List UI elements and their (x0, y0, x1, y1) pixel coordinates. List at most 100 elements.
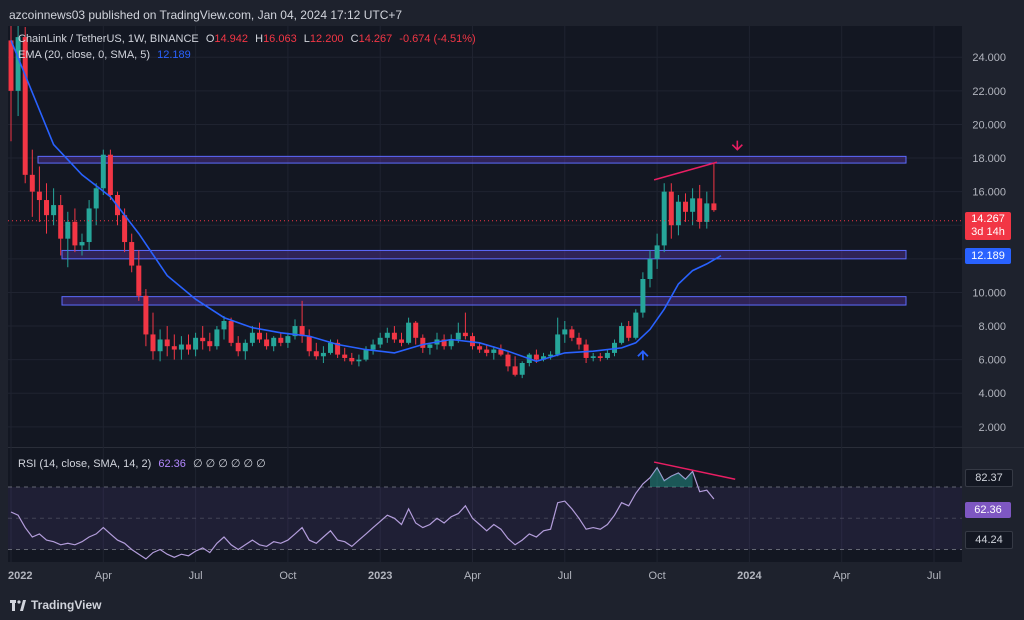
candle-body (157, 339, 163, 352)
candle-body (491, 349, 497, 353)
open-label: O (205, 33, 215, 45)
candle-body (441, 339, 447, 347)
support-resistance-zones (37, 155, 907, 306)
candle-body (690, 198, 696, 212)
rsi-extra-values: ∅ ∅ ∅ ∅ ∅ ∅ (192, 458, 266, 470)
candle-body (171, 346, 177, 350)
rsi-low-tag: 44.24 (965, 531, 1013, 549)
rsi-legend[interactable]: RSI (14, close, SMA, 14, 2) 62.36 ∅ ∅ ∅ … (18, 457, 266, 470)
candle-body (221, 321, 227, 330)
x-tick-label: Apr (464, 570, 481, 582)
rsi-overbought-fill (650, 467, 693, 488)
candle-body (377, 337, 383, 345)
candle-body (36, 191, 42, 201)
x-tick-label: 2023 (368, 570, 392, 582)
x-tick-label: Apr (95, 570, 112, 582)
down-arrow-icon (731, 140, 743, 151)
candle-body (228, 321, 234, 343)
candle-body (278, 337, 284, 343)
candle-body (498, 349, 504, 355)
low-value: 12.200 (309, 33, 344, 45)
candle-body (619, 326, 625, 343)
x-tick-label: 2024 (737, 570, 762, 582)
candle-body (647, 258, 653, 279)
candle-body (448, 339, 454, 347)
close-label: C (350, 33, 359, 45)
rsi-high-tag: 82.37 (965, 469, 1013, 487)
footer-bar: TradingView (0, 590, 1024, 620)
candle-body (143, 295, 149, 335)
candle-body (342, 354, 348, 358)
x-tick-label: Jul (558, 570, 572, 582)
candle-body (51, 205, 57, 216)
candle-body (661, 191, 667, 246)
candle-body (555, 334, 561, 355)
candle-body (349, 357, 355, 362)
candle-body (683, 201, 688, 212)
y-tick-label: 6.000 (978, 355, 1006, 367)
candle-body (22, 37, 28, 175)
candle-body (590, 356, 596, 358)
ema-line (10, 40, 722, 363)
candle-series (8, 26, 962, 379)
candle-body (370, 344, 376, 350)
candle-body (384, 332, 390, 338)
candle-body (576, 337, 582, 345)
y-tick-label: 22.000 (972, 86, 1006, 98)
rsi-low-value: 44.24 (975, 534, 1003, 546)
zone-3 (61, 296, 907, 306)
candle-body (271, 337, 277, 347)
x-tick-label: Oct (649, 570, 666, 582)
candle-body (178, 344, 184, 350)
y-tick-label: 2.000 (978, 422, 1006, 434)
rsi-line (10, 466, 715, 560)
symbol-legend[interactable]: ChainLink / TetherUS, 1W, BINANCE O14.94… (18, 33, 476, 45)
candle-body (235, 342, 241, 352)
candle-body (626, 326, 632, 338)
ema-label: EMA (20, close, 0, SMA, 5) (18, 49, 151, 61)
candle-body (285, 336, 291, 343)
candle-body (100, 154, 106, 189)
bearish-trendline-rsi (653, 461, 736, 480)
candle-body (356, 359, 362, 362)
zone-2 (61, 249, 907, 260)
candle-body (391, 332, 397, 340)
candle-body (399, 339, 404, 343)
candle-body (335, 342, 341, 355)
candle-body (612, 342, 617, 353)
candle-body (79, 242, 85, 246)
grid-lines (8, 26, 1024, 562)
candle-body (406, 322, 412, 343)
candle-body (65, 221, 71, 239)
price-axis: 2.0004.0006.0008.00010.00012.00014.00016… (972, 52, 1006, 434)
candle-body (420, 337, 426, 348)
candle-body (29, 174, 35, 192)
chart-canvas[interactable]: 2.0004.0006.0008.00010.00012.00014.00016… (0, 26, 1024, 590)
x-tick-label: Apr (833, 570, 850, 582)
rsi-pane-bg (8, 448, 962, 562)
brand-name: TradingView (31, 598, 102, 612)
ema-legend[interactable]: EMA (20, close, 0, SMA, 5) 12.189 (18, 49, 191, 61)
tradingview-logo[interactable]: TradingView (10, 598, 101, 612)
candle-body (519, 363, 525, 375)
countdown-value: 3d 14h (971, 226, 1005, 238)
change-value: -0.674 (-4.51%) (399, 33, 476, 45)
candle-body (44, 200, 49, 216)
candle-body (562, 329, 568, 335)
y-tick-label: 24.000 (972, 52, 1006, 64)
rsi-current-value: 62.36 (974, 504, 1002, 516)
candle-body (264, 339, 270, 347)
candle-body (548, 354, 554, 357)
bearish-trendline-price (653, 161, 718, 181)
rsi-current-tag: 62.36 (965, 502, 1011, 518)
x-tick-label: Jul (189, 570, 203, 582)
ema-tag-value: 12.189 (971, 250, 1005, 262)
last-price-tag: 14.267 3d 14h (965, 212, 1011, 240)
y-tick-label: 10.000 (972, 287, 1006, 299)
candle-body (711, 203, 717, 211)
candle-body (186, 344, 191, 350)
candle-body (15, 37, 21, 91)
candle-body (541, 356, 546, 360)
rsi-high-value: 82.37 (975, 472, 1003, 484)
candle-body (484, 349, 490, 353)
